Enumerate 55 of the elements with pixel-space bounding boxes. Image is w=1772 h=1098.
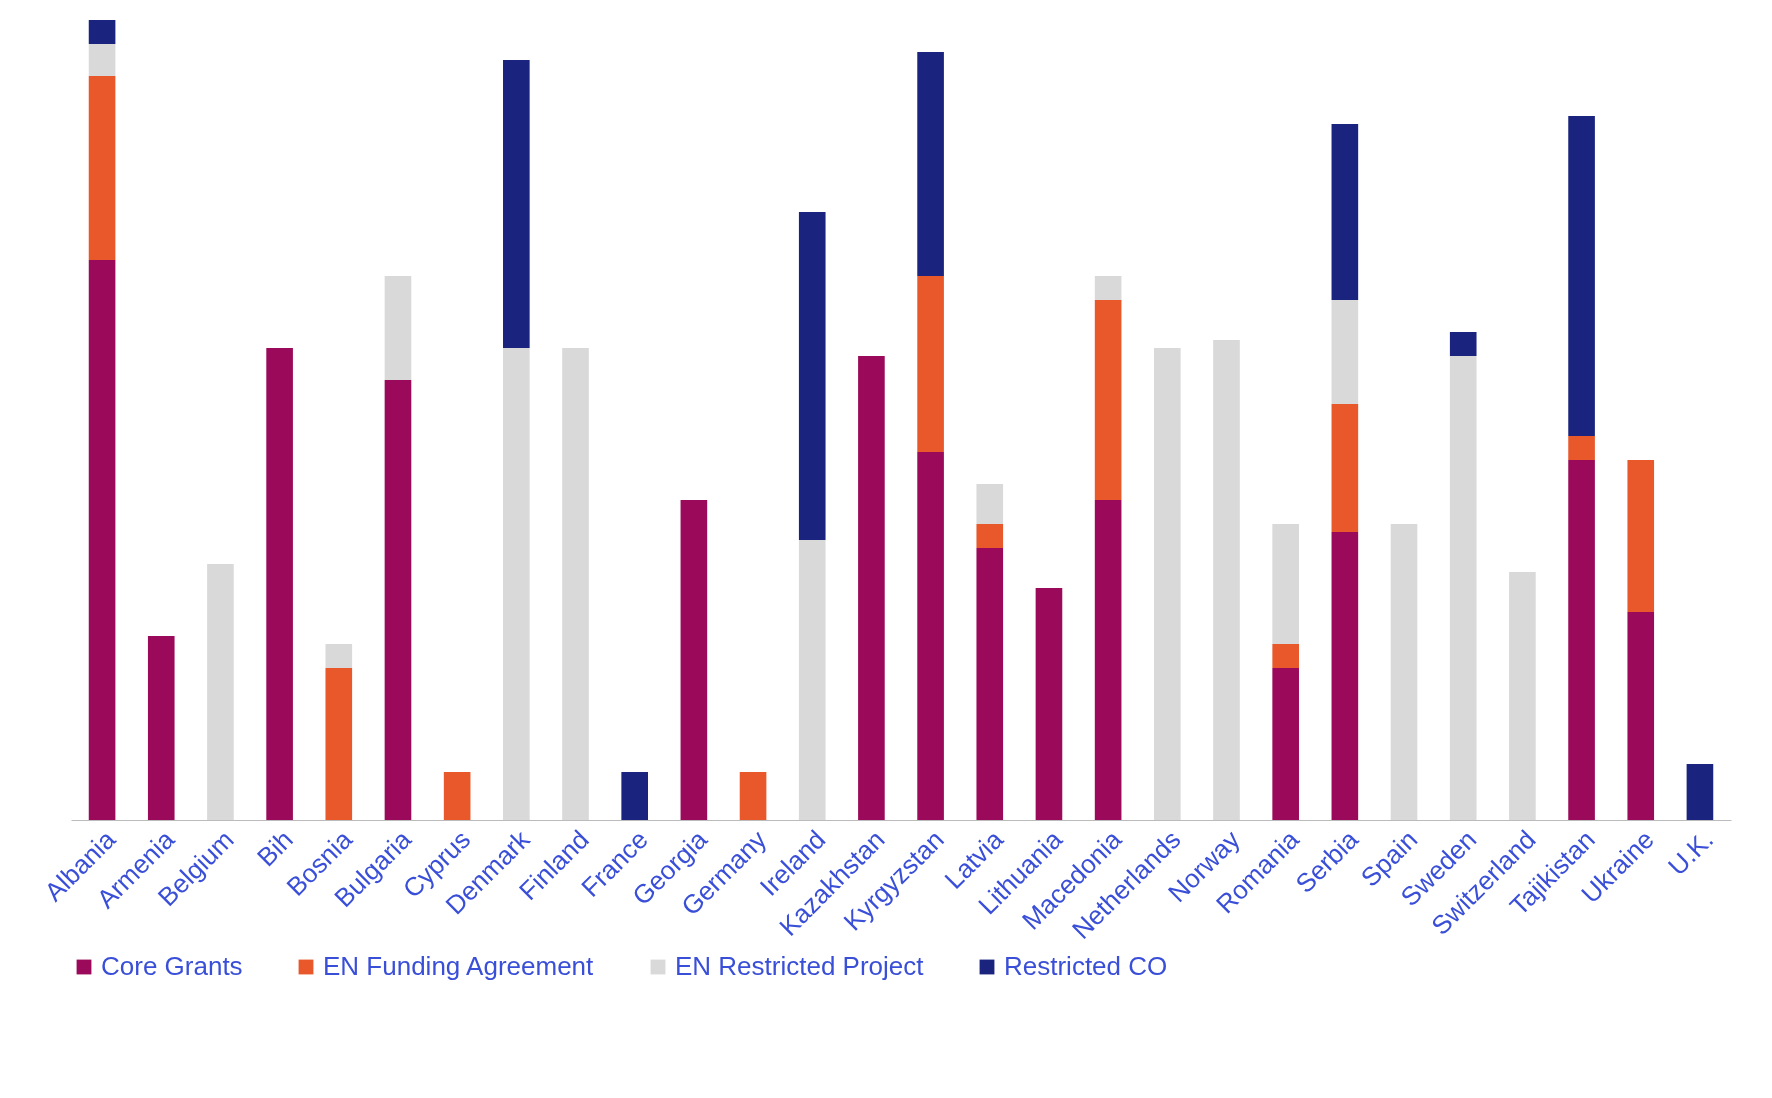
bar [976,548,1004,820]
bar [1272,644,1299,668]
bar [88,44,116,76]
bar [1686,764,1714,820]
bar [917,452,944,820]
bar [1153,348,1181,820]
bar [1331,300,1359,404]
bar [503,348,530,820]
bar [1568,436,1595,460]
bar [1331,124,1359,300]
bar [88,76,116,260]
bar [1094,500,1122,820]
bar [88,20,116,44]
bar [266,348,293,820]
bar [680,500,708,820]
legend-label: EN Restricted Project [675,951,925,981]
bar [1390,524,1418,820]
bar [503,60,530,348]
bar [1627,612,1655,820]
bar [147,636,175,820]
bar [325,668,353,820]
bar [1213,340,1240,820]
bar [384,276,412,380]
bar [207,564,234,820]
bar [562,348,589,820]
bar [1449,356,1477,820]
bar [1568,460,1595,820]
bar [621,772,649,820]
bar [443,772,471,820]
x-tick-label: U.K. [1662,824,1720,882]
bar [739,772,767,820]
bar [798,212,826,540]
bar [1272,524,1299,644]
legend-label: Core Grants [101,951,243,981]
bar [798,540,826,820]
bar [325,644,353,668]
bar [1094,300,1122,500]
bar [1509,572,1536,820]
bar [1449,332,1477,356]
bar [1331,404,1359,532]
legend-label: EN Funding Agreement [323,951,595,981]
bar [1035,588,1063,820]
bar [976,524,1004,548]
bar [858,356,885,820]
bar [1094,276,1122,300]
bar [1568,116,1595,436]
bar [88,260,116,820]
bar [1331,532,1359,820]
bar [917,276,944,452]
bar [1627,460,1655,612]
bar [384,380,412,820]
legend-label: Restricted CO [1004,951,1168,981]
bar [1272,668,1299,820]
bar [917,52,944,276]
bar [976,484,1004,524]
